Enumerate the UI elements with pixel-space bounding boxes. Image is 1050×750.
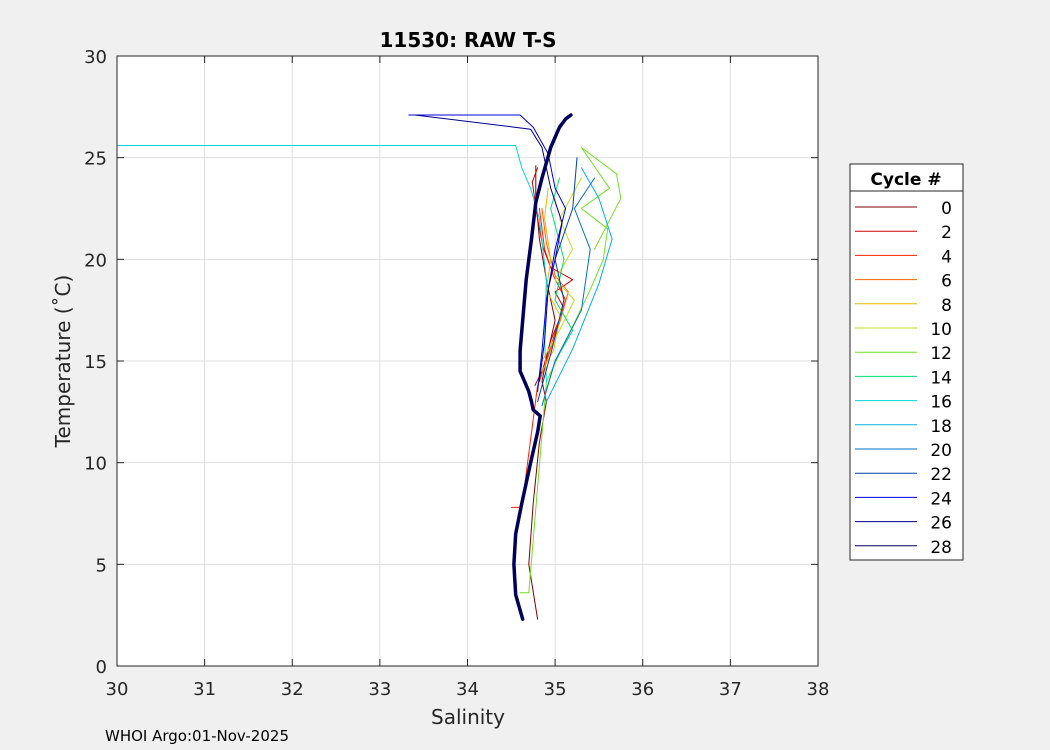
chart-title: 11530: RAW T-S [380,28,557,52]
x-tick-label: 33 [368,679,391,700]
series-line-cycle-26 [414,114,563,382]
legend-box [849,163,964,561]
series-line-cycle-24 [408,114,567,392]
legend-label-cycle-4: 4 [941,247,952,267]
x-tick-label: 32 [281,679,304,700]
x-axis-label: Salinity [431,705,505,729]
footer-credit: WHOI Argo:01-Nov-2025 [105,727,289,745]
legend-label-cycle-22: 22 [930,465,952,485]
series-line-cycle-18 [545,167,613,403]
y-axis-label: Temperature (˚C) [51,275,75,449]
series-line-cycle-20 [541,177,596,407]
legend-label-cycle-8: 8 [941,296,952,316]
legend-label-cycle-26: 26 [930,514,952,534]
series-line-cycle-10 [541,177,582,362]
y-tick-label: 30 [84,47,107,68]
y-tick-label: 20 [84,250,107,271]
y-tick-label: 25 [84,149,107,170]
legend-label-cycle-18: 18 [930,417,952,437]
series-layer [116,113,622,621]
legend-label-cycle-28: 28 [930,538,952,558]
legend-label-cycle-14: 14 [930,368,952,388]
y-tick-label: 5 [96,555,107,576]
x-tick-label: 30 [106,679,129,700]
legend-label-cycle-10: 10 [930,320,952,340]
grid-lines [117,56,818,666]
legend-label-cycle-0: 0 [941,199,952,219]
legend-label-cycle-12: 12 [930,344,952,364]
legend-label-cycle-16: 16 [930,393,952,413]
series-line-cycle-28 [512,113,573,621]
legend-label-cycle-20: 20 [930,441,952,461]
series-line-cycle-4 [510,208,567,508]
x-tick-label: 36 [631,679,654,700]
legend-label-cycle-24: 24 [930,489,952,509]
x-tick-label: 38 [807,679,830,700]
x-tick-label: 37 [719,679,742,700]
axis-ticks: 30 31 32 33 34 35 36 37 38 0 5 10 15 20 25 30 [84,47,829,700]
y-tick-label: 0 [96,657,107,678]
x-tick-label: 35 [544,679,567,700]
legend-title: Cycle # [870,170,941,190]
series-line-cycle-22 [537,157,578,403]
y-tick-label: 15 [84,352,107,373]
series-line-cycle-6 [538,208,569,382]
x-tick-label: 34 [456,679,479,700]
y-tick-label: 10 [84,454,107,475]
x-tick-label: 31 [193,679,216,700]
legend-label-cycle-2: 2 [941,223,952,243]
legend-label-cycle-6: 6 [941,272,952,292]
